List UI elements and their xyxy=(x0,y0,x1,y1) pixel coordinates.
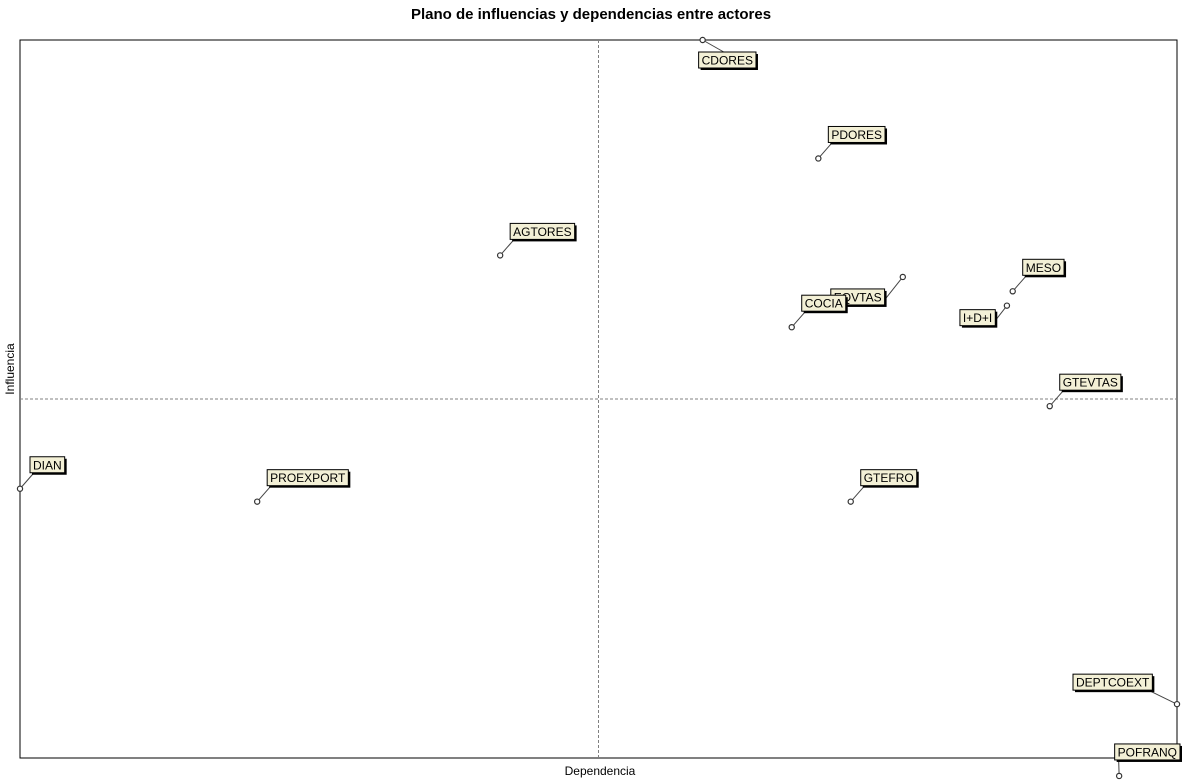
label-box xyxy=(698,51,757,69)
point-marker xyxy=(16,485,24,492)
point-label: GTEFRO xyxy=(864,471,914,485)
x-axis-label: Dependencia xyxy=(564,764,636,778)
point-marker xyxy=(1115,772,1123,780)
data-point: MESO xyxy=(1009,258,1067,295)
point-label: PDORES xyxy=(831,128,882,142)
label-box xyxy=(801,294,847,312)
data-point: DIAN xyxy=(16,456,67,492)
point-leader-line xyxy=(256,485,272,503)
data-point: GTEFRO xyxy=(847,469,919,505)
data-point: COCIA xyxy=(788,294,848,331)
chart-title: Plano de influencias y dependencias entr… xyxy=(410,6,772,23)
data-point: AGTORES xyxy=(496,222,577,259)
label-box xyxy=(1114,743,1181,761)
point-marker xyxy=(496,252,504,259)
point-leader-line xyxy=(19,472,35,490)
point-label: MESO xyxy=(1026,261,1061,275)
data-point: DEPTCOEXT xyxy=(1072,673,1181,708)
data-point: GTEVTAS xyxy=(1046,373,1123,410)
label-box xyxy=(509,222,576,240)
data-point: I+D+I xyxy=(959,302,1011,328)
label-box xyxy=(29,456,66,474)
point-marker xyxy=(815,155,822,162)
point-marker xyxy=(1003,302,1011,309)
point-leader-line xyxy=(850,485,866,503)
point-leader-line xyxy=(791,310,807,328)
point-label: PROEXPORT xyxy=(270,471,346,485)
y-axis-label: Influencia xyxy=(3,343,17,395)
data-point: POFRANQ xyxy=(1114,743,1182,780)
point-marker xyxy=(1173,700,1181,708)
point-marker xyxy=(253,498,261,505)
point-label: POFRANQ xyxy=(1118,745,1177,759)
point-leader-line xyxy=(817,142,833,159)
point-label: I+D+I xyxy=(963,311,992,325)
point-marker xyxy=(788,324,795,331)
point-marker xyxy=(847,498,854,505)
point-marker xyxy=(899,273,906,281)
data-point: PROEXPORT xyxy=(253,469,351,505)
point-label: DEPTCOEXT xyxy=(1076,676,1150,690)
point-leader-line xyxy=(1049,389,1065,407)
point-leader-line xyxy=(1012,274,1028,292)
point-label: AGTORES xyxy=(513,225,571,239)
point-label: GTEVTAS xyxy=(1063,376,1118,390)
data-point: PDORES xyxy=(815,125,888,162)
point-marker xyxy=(1009,288,1016,295)
label-box xyxy=(959,309,996,327)
point-label: CDORES xyxy=(702,54,753,68)
point-marker xyxy=(1046,402,1053,410)
label-box xyxy=(1022,258,1065,276)
point-marker xyxy=(699,36,706,44)
label-box xyxy=(860,469,918,487)
point-leader-line xyxy=(1148,689,1178,705)
label-box xyxy=(266,469,349,487)
label-box xyxy=(1072,673,1153,691)
point-label: DIAN xyxy=(33,458,62,472)
label-box xyxy=(827,125,886,143)
point-label: COCIA xyxy=(805,297,843,311)
data-point: CDORES xyxy=(698,36,758,70)
label-box xyxy=(1059,373,1122,391)
point-leader-line xyxy=(499,239,515,256)
